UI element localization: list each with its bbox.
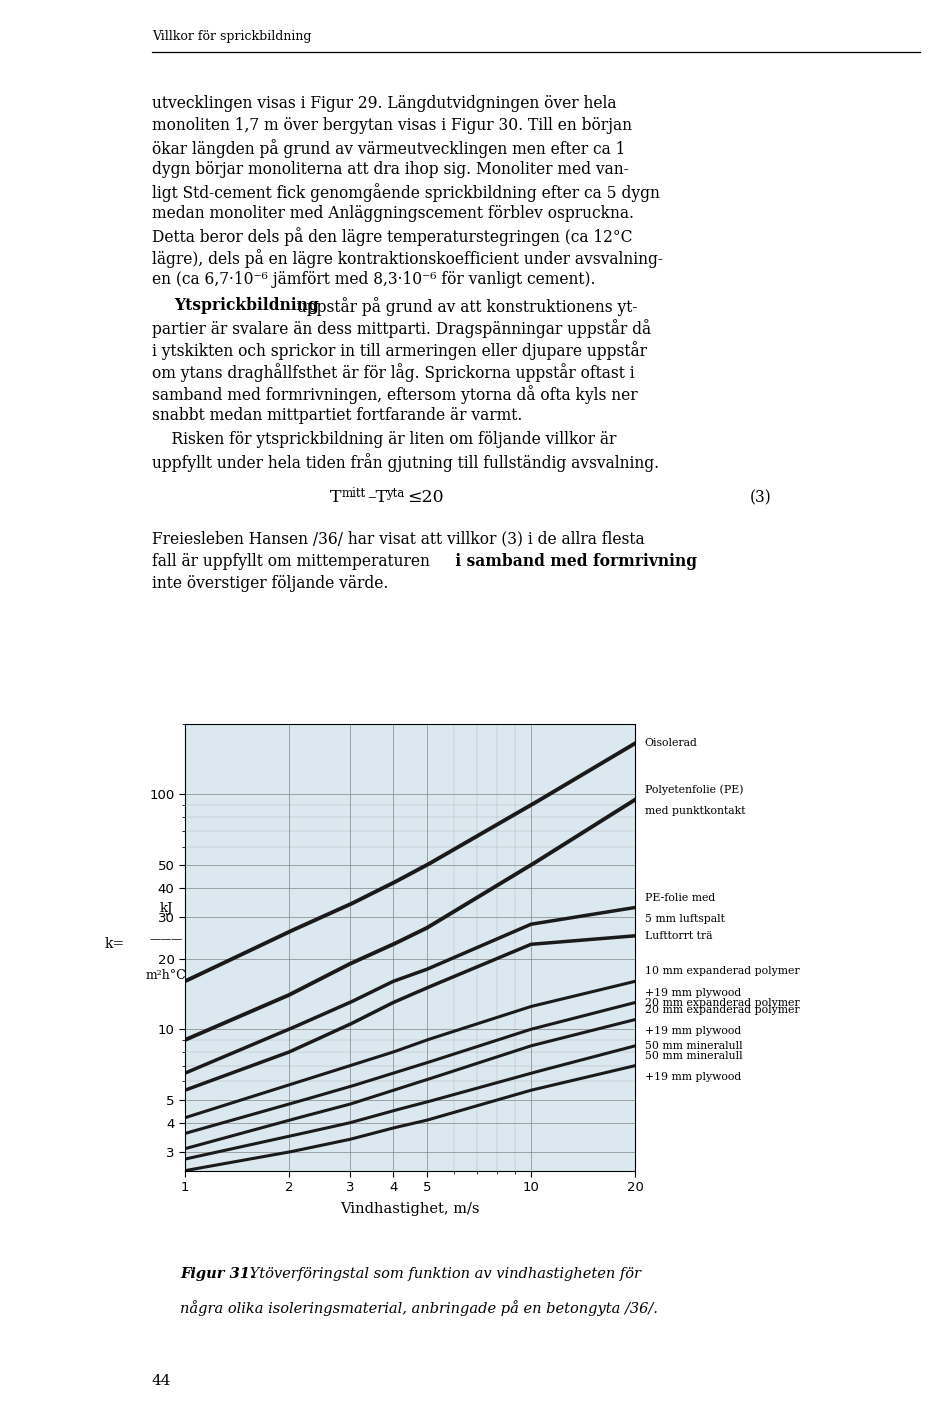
Text: +19 mm plywood: +19 mm plywood (645, 1026, 741, 1036)
Text: Lufttorrt trä: Lufttorrt trä (645, 931, 712, 941)
Text: ———: ——— (149, 934, 183, 944)
Text: mitt: mitt (342, 487, 366, 499)
Text: Freiesleben Hansen /36/ har visat att villkor (3) i de allra flesta: Freiesleben Hansen /36/ har visat att vi… (152, 531, 645, 548)
Text: dygn börjar monoliterna att dra ihop sig. Monoliter med van-: dygn börjar monoliterna att dra ihop sig… (152, 160, 629, 177)
Text: yta: yta (386, 487, 404, 499)
Text: snabbt medan mittpartiet fortfarande är varmt.: snabbt medan mittpartiet fortfarande är … (152, 407, 522, 424)
Text: Oisolerad: Oisolerad (645, 738, 698, 748)
Text: Ytöverföringstal som funktion av vindhastigheten för: Ytöverföringstal som funktion av vindhas… (245, 1267, 641, 1281)
Text: 10 mm expanderad polymer: 10 mm expanderad polymer (645, 966, 799, 976)
Text: PE-folie med: PE-folie med (645, 893, 715, 902)
Text: Villkor för sprickbildning: Villkor för sprickbildning (152, 30, 312, 43)
Text: uppfyllt under hela tiden från gjutning till fullständig avsvalning.: uppfyllt under hela tiden från gjutning … (152, 453, 659, 473)
Text: T: T (330, 490, 341, 507)
Text: +19 mm plywood: +19 mm plywood (645, 988, 741, 998)
Text: partier är svalare än dess mittparti. Dragspänningar uppstår då: partier är svalare än dess mittparti. Dr… (152, 319, 651, 338)
Text: kJ: kJ (159, 902, 173, 915)
Text: 50 mm mineralull: 50 mm mineralull (645, 1042, 742, 1051)
Text: en (ca 6,7·10⁻⁶ jämfört med 8,3·10⁻⁶ för vanligt cement).: en (ca 6,7·10⁻⁶ jämfört med 8,3·10⁻⁶ för… (152, 271, 595, 288)
Text: om ytans draghållfsthet är för låg. Sprickorna uppstår oftast i: om ytans draghållfsthet är för låg. Spri… (152, 363, 634, 382)
Text: monoliten 1,7 m över bergytan visas i Figur 30. Till en början: monoliten 1,7 m över bergytan visas i Fi… (152, 116, 632, 133)
Text: (3): (3) (750, 490, 772, 507)
Text: 44: 44 (152, 1374, 172, 1388)
Text: 20 mm expanderad polymer: 20 mm expanderad polymer (645, 998, 799, 1007)
Text: i ytskikten och sprickor in till armeringen eller djupare uppstår: i ytskikten och sprickor in till armerin… (152, 341, 647, 360)
Text: 50 mm mineralull: 50 mm mineralull (645, 1050, 742, 1061)
Text: uppstår på grund av att konstruktionens yt-: uppstår på grund av att konstruktionens … (292, 297, 637, 316)
X-axis label: Vindhastighet, m/s: Vindhastighet, m/s (340, 1202, 480, 1216)
Text: Polyetenfolie (PE): Polyetenfolie (PE) (645, 785, 743, 795)
Text: utvecklingen visas i Figur 29. Längdutvidgningen över hela: utvecklingen visas i Figur 29. Längdutvi… (152, 95, 616, 112)
Text: samband med formrivningen, eftersom ytorna då ofta kyls ner: samband med formrivningen, eftersom ytor… (152, 385, 638, 404)
Text: m²h°C: m²h°C (146, 969, 186, 982)
Text: ligt Std-cement fick genomgående sprickbildning efter ca 5 dygn: ligt Std-cement fick genomgående sprickb… (152, 183, 660, 201)
Text: ≤20: ≤20 (407, 490, 444, 507)
Text: +19 mm plywood: +19 mm plywood (645, 1071, 741, 1083)
Text: 5 mm luftspalt: 5 mm luftspalt (645, 914, 724, 924)
Text: 20 mm expanderad polymer: 20 mm expanderad polymer (645, 1005, 799, 1015)
Text: i samband med formrivning: i samband med formrivning (450, 553, 697, 570)
Text: Ytsprickbildning: Ytsprickbildning (174, 297, 319, 314)
Text: några olika isoleringsmaterial, anbringade på en betongyta /36/.: några olika isoleringsmaterial, anbringa… (180, 1300, 658, 1315)
Text: Detta beror dels på den lägre temperaturstegringen (ca 12°C: Detta beror dels på den lägre temperatur… (152, 227, 632, 245)
Text: med punktkontakt: med punktkontakt (645, 806, 745, 816)
Text: inte överstiger följande värde.: inte överstiger följande värde. (152, 575, 389, 592)
Text: lägre), dels på en lägre kontraktionskoefficient under avsvalning-: lägre), dels på en lägre kontraktionskoe… (152, 248, 663, 268)
Text: Risken för ytsprickbildning är liten om följande villkor är: Risken för ytsprickbildning är liten om … (152, 431, 616, 448)
Text: fall är uppfyllt om mittemperaturen: fall är uppfyllt om mittemperaturen (152, 553, 429, 570)
Text: medan monoliter med Anläggningscement förblev ospruckna.: medan monoliter med Anläggningscement fö… (152, 204, 634, 221)
Text: –T: –T (367, 490, 387, 507)
Text: ökar längden på grund av värmeutvecklingen men efter ca 1: ökar längden på grund av värmeutveckling… (152, 139, 626, 158)
Text: Figur 31.: Figur 31. (180, 1267, 255, 1281)
Text: k=: k= (105, 938, 125, 951)
